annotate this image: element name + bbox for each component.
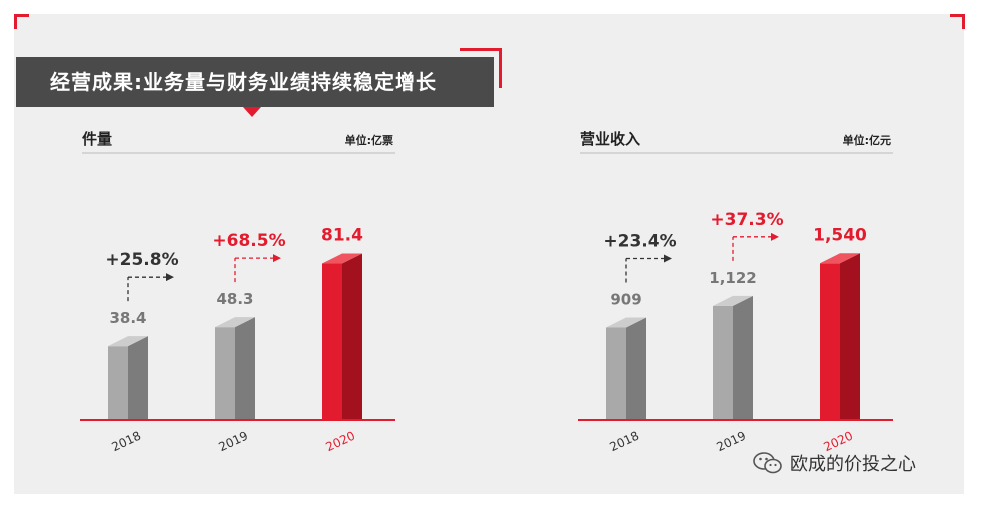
- chart2-bar-front-2019: [713, 305, 733, 420]
- chart2-unit-label: 单位:亿元: [843, 133, 891, 147]
- page-title: 经营成果:业务量与财务业绩持续稳定增长: [16, 57, 494, 107]
- chart1-bar-side-2019: [235, 317, 255, 420]
- chart2-bar-front-2020: [820, 263, 840, 420]
- chart2-tick-label-2019: 2019: [715, 429, 749, 455]
- chart1-bar-top-2019: [215, 317, 255, 328]
- watermark-text: 欧成的价投之心: [790, 454, 916, 475]
- chart1-unit-label: 单位:亿票: [345, 133, 393, 147]
- chart1-bar-side-2020: [342, 253, 362, 420]
- wechat-icon: [753, 452, 782, 474]
- chart1-bar-front-2018: [108, 346, 128, 420]
- watermark: 欧成的价投之心: [752, 450, 916, 476]
- chart1-bar-front-2020: [322, 263, 342, 420]
- title-accent-frame: [460, 48, 502, 88]
- chart2-data-label-2019: 1,122: [709, 269, 756, 287]
- chart1-growth-label-1: +68.5%: [212, 231, 285, 251]
- chart1-title: 件量: [82, 130, 112, 148]
- chart1-tick-label-2019: 2019: [217, 429, 251, 455]
- chart1-data-label-2020: 81.4: [321, 226, 363, 246]
- corner-bracket-top-left: [14, 14, 29, 29]
- chart2-bar-top-2020: [820, 253, 860, 264]
- chart2-tick-label-2018: 2018: [608, 429, 642, 455]
- chart1-bar-top-2018: [108, 336, 148, 347]
- chart2-bar-side-2019: [733, 295, 753, 420]
- chart-parcel-volume: 件量 单位:亿票 38.4 2018 48.3 2019 81.4 2020 +25.8% +68…: [80, 130, 395, 455]
- chart1-bar-front-2019: [215, 327, 235, 420]
- chart-operating-revenue: 营业收入 单位:亿元90920181,12220191,5402020+23.4%…: [578, 130, 893, 455]
- corner-bracket-top-right: [950, 14, 965, 29]
- chart1-tick-label-2018: 2018: [110, 429, 144, 455]
- chart2-bar-side-2020: [840, 253, 860, 420]
- chart2-growth-arrowhead-0: [664, 254, 672, 263]
- chart1-bar-top-2020: [322, 253, 362, 264]
- chart1-bar-side-2018: [128, 336, 148, 420]
- chart2-data-label-2018: 909: [610, 290, 641, 308]
- chart2-bar-top-2019: [713, 295, 753, 306]
- chart2-growth-label-0: +23.4%: [603, 231, 676, 251]
- chart2-data-label-2020: 1,540: [813, 225, 867, 245]
- chart2-growth-label-1: +37.3%: [710, 210, 783, 230]
- title-pointer-triangle: [243, 107, 261, 117]
- chart1-tick-label-2020: 2020: [324, 429, 358, 455]
- chart1-growth-arrowhead-1: [273, 254, 281, 263]
- chart1-growth-label-0: +25.8%: [105, 250, 178, 270]
- chart2-bar-front-2018: [606, 327, 626, 420]
- chart2-title: 营业收入: [580, 130, 640, 148]
- chart2-bar-top-2018: [606, 317, 646, 328]
- chart2-bar-side-2018: [626, 317, 646, 420]
- chart2-growth-arrowhead-1: [771, 232, 779, 241]
- chart1-data-label-2019: 48.3: [216, 290, 253, 308]
- chart1-data-label-2018: 38.4: [109, 309, 146, 327]
- chart1-growth-arrowhead-0: [166, 273, 174, 282]
